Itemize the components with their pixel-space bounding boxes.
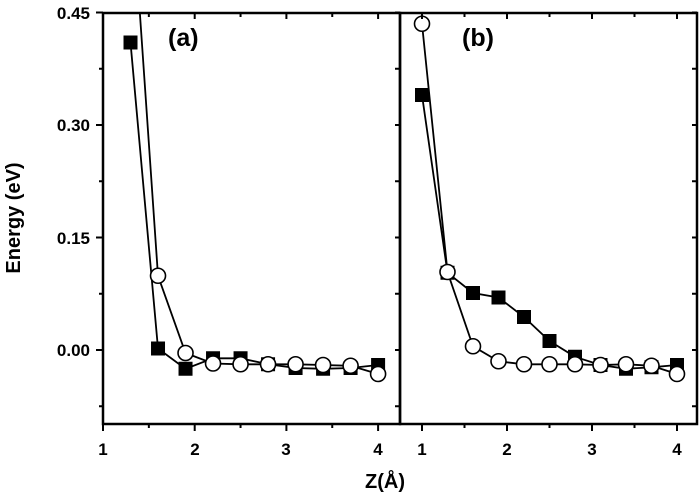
axis-ticks bbox=[96, 11, 697, 431]
y-axis-title: Energy (eV) bbox=[3, 162, 25, 273]
circle-marker bbox=[617, 355, 635, 373]
y-tick-labels: 0.45 0.30 0.15 0.00 bbox=[57, 4, 90, 360]
square-marker bbox=[491, 290, 506, 305]
square-marker bbox=[466, 286, 480, 300]
circle-marker bbox=[439, 263, 456, 281]
y-tick-label: 0.30 bbox=[57, 116, 90, 135]
x-tick-label: 1 bbox=[98, 440, 107, 459]
circle-marker bbox=[177, 344, 194, 362]
x-tick-label: 1 bbox=[417, 440, 426, 459]
x-tick-label: 3 bbox=[587, 440, 596, 459]
circle-marker bbox=[643, 357, 660, 375]
y-tick-label: 0.45 bbox=[57, 4, 90, 23]
circle-marker bbox=[369, 365, 387, 383]
x-tick-labels-a: 1 2 3 4 bbox=[98, 440, 383, 459]
circle-marker bbox=[592, 356, 609, 374]
circle-marker bbox=[204, 355, 222, 372]
panel-b-plot bbox=[413, 15, 686, 383]
circle-marker bbox=[668, 365, 686, 383]
x-tick-label: 3 bbox=[281, 440, 290, 459]
circle-marker bbox=[541, 355, 558, 373]
x-tick-label: 4 bbox=[672, 440, 682, 459]
series-line bbox=[421, 94, 678, 370]
square-marker bbox=[178, 361, 193, 376]
panel-a-label: (a) bbox=[168, 24, 199, 52]
circle-marker bbox=[342, 357, 359, 375]
x-tick-label: 2 bbox=[502, 440, 511, 459]
x-tick-labels-b: 1 2 3 4 bbox=[417, 440, 682, 459]
panel-a-plot bbox=[123, 13, 387, 383]
circle-marker bbox=[314, 356, 332, 374]
series-line bbox=[421, 23, 678, 375]
x-tick-label: 4 bbox=[373, 440, 383, 459]
circle-marker bbox=[149, 267, 167, 285]
circle-marker bbox=[259, 355, 277, 373]
circle-marker bbox=[232, 355, 249, 373]
circle-marker bbox=[490, 352, 507, 370]
square-marker bbox=[517, 310, 531, 324]
square-marker bbox=[123, 35, 138, 50]
y-tick-label: 0.15 bbox=[57, 229, 90, 248]
series-line bbox=[138, 13, 379, 375]
circle-marker bbox=[566, 355, 584, 373]
square-marker bbox=[415, 88, 429, 102]
circle-marker bbox=[287, 355, 304, 373]
x-tick-label: 2 bbox=[190, 440, 199, 459]
panel-b-label: (b) bbox=[462, 24, 494, 52]
square-marker bbox=[542, 334, 557, 348]
series-line bbox=[129, 42, 379, 370]
x-axis-title: Z(Å) bbox=[365, 469, 405, 493]
circle-marker bbox=[515, 355, 533, 373]
circle-marker bbox=[464, 337, 482, 355]
y-tick-label: 0.00 bbox=[57, 341, 90, 360]
square-marker bbox=[151, 341, 166, 356]
